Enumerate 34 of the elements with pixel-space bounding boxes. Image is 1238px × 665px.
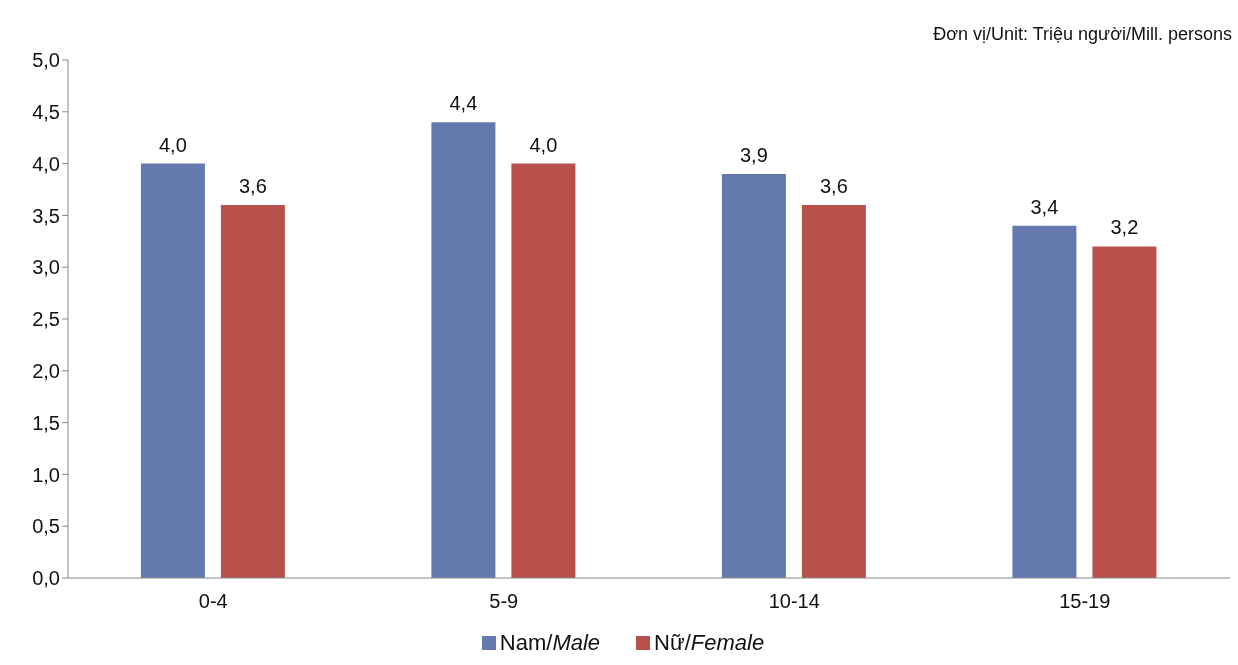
y-tick-label: 3,5 [32, 204, 60, 227]
data-label: 3,6 [820, 175, 848, 198]
bar [431, 122, 496, 578]
x-tick-label: 10-14 [768, 590, 820, 613]
y-tick-label: 0,5 [32, 515, 60, 538]
data-label: 4,0 [159, 133, 187, 156]
bar [721, 173, 786, 578]
y-tick-label: 1,0 [32, 463, 60, 486]
y-tick-label: 3,0 [32, 256, 60, 279]
data-label: 3,9 [740, 143, 768, 166]
data-label: 4,0 [529, 133, 558, 156]
chart-subtitle: Đơn vị/Unit: Triệu người/Mill. persons [933, 24, 1232, 45]
bar [1092, 246, 1157, 578]
data-label: 3,4 [1030, 195, 1059, 218]
x-tick-label: 15-19 [1059, 590, 1111, 613]
bar [140, 163, 205, 578]
bar [801, 205, 866, 578]
x-tick-label: 0-4 [198, 590, 228, 613]
x-tick-label: 5-9 [489, 590, 519, 613]
y-tick-label: 2,5 [32, 308, 60, 331]
y-tick-label: 4,0 [32, 152, 60, 175]
legend-label: Nữ/Female [654, 630, 765, 656]
y-tick-label: 5,0 [32, 49, 60, 72]
y-tick-label: 2,0 [32, 359, 60, 382]
bar [220, 205, 285, 578]
data-label: 3,2 [1110, 216, 1139, 239]
data-label: 3,6 [239, 175, 267, 198]
legend-label: Nam/Male [499, 630, 601, 656]
bar [1012, 225, 1077, 578]
y-tick-label: 4,5 [32, 100, 60, 123]
bar [511, 163, 576, 578]
y-tick-label: 1,5 [32, 411, 60, 434]
data-label: 4,4 [449, 92, 478, 115]
y-tick-label: 0,0 [32, 567, 60, 590]
